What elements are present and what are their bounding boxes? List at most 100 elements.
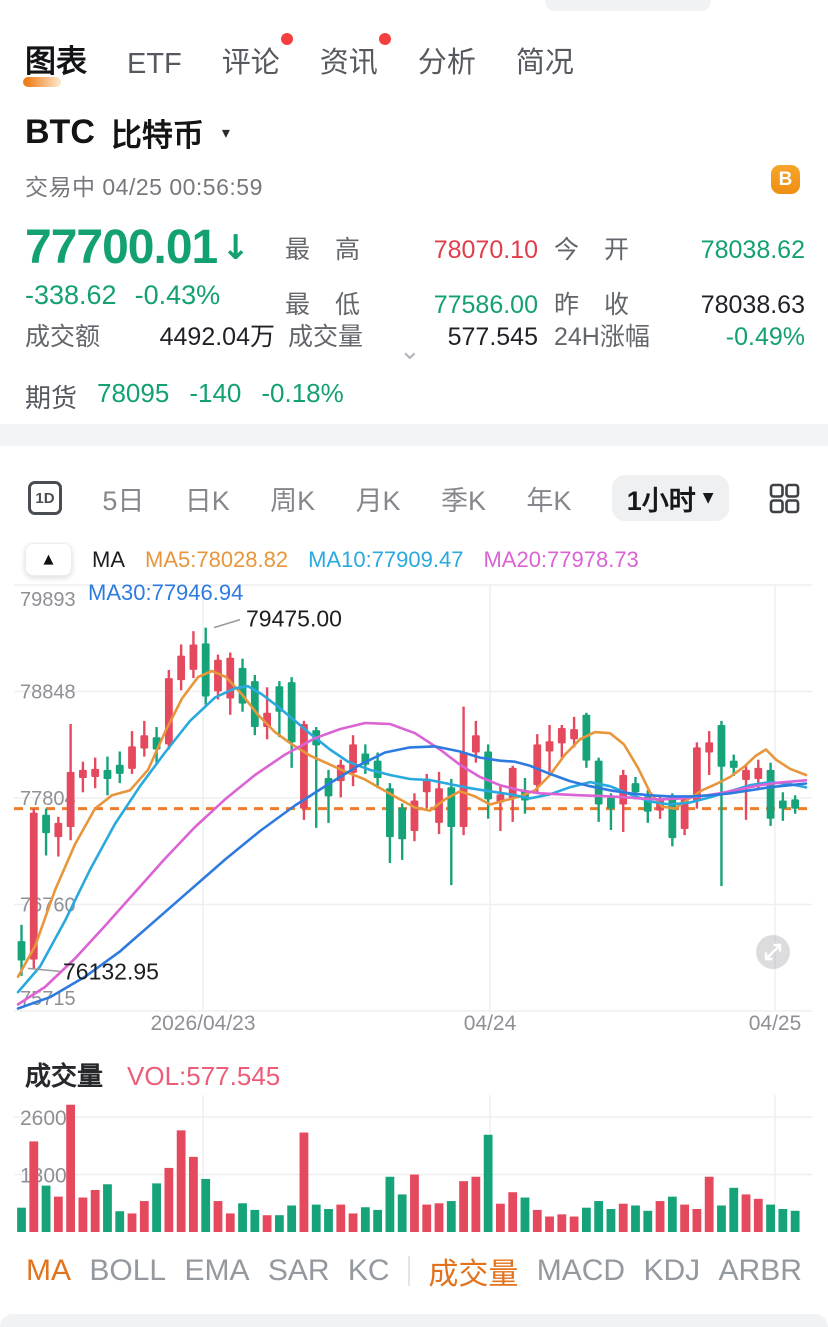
indicator-KDJ[interactable]: KDJ — [643, 1254, 701, 1287]
candle-body — [214, 659, 222, 692]
candle-body — [386, 788, 394, 838]
tab-资讯[interactable]: 资讯 — [320, 33, 391, 88]
candle-body — [66, 771, 75, 827]
next-card-edge — [0, 1314, 828, 1327]
volume-bar — [189, 1156, 198, 1232]
volume-bar — [459, 1181, 468, 1232]
period-weekly[interactable]: 周K — [270, 485, 316, 516]
status-label: 交易中 — [25, 174, 96, 200]
candle-body — [349, 744, 357, 773]
candle-body — [300, 723, 308, 809]
ma10-value: MA10:77909.47 — [308, 546, 464, 572]
candle-body — [754, 767, 763, 780]
volume-header: 成交量 VOL:577.545 — [25, 1056, 280, 1093]
stock-symbol: BTC — [25, 113, 95, 151]
volume-bar — [496, 1203, 505, 1232]
indicator-SAR[interactable]: SAR — [267, 1254, 330, 1287]
volume-bar — [324, 1209, 333, 1232]
indicator-tab-bar: MA BOLL EMA SAR KC 成交量 MACD KDJ ARBR — [0, 1240, 828, 1302]
volume-bar — [225, 1213, 235, 1232]
candle-body — [398, 807, 407, 840]
volume-chart-area: 2600 1300 — [0, 1095, 828, 1240]
stat-value: 77586.00 — [433, 291, 538, 319]
stock-header[interactable]: BTC 比特币 ▾ — [25, 110, 230, 155]
candle-body — [287, 682, 296, 743]
volume-bar — [557, 1214, 567, 1232]
candle-body — [778, 800, 787, 809]
ma30-line — [16, 745, 808, 1010]
x-axis-label: 04/25 — [749, 1012, 802, 1035]
stock-dropdown-caret-icon[interactable]: ▾ — [221, 123, 230, 142]
candle-body — [791, 799, 800, 809]
candle-body — [766, 769, 775, 819]
one-day-icon[interactable]: 1D — [28, 481, 62, 515]
period-monthly[interactable]: 月K — [355, 485, 401, 516]
volume-bar — [201, 1178, 211, 1232]
stat-label: 最 低 — [285, 291, 361, 319]
tab-图表[interactable]: 图表 — [23, 36, 87, 88]
tab-评论[interactable]: 评论 — [222, 33, 293, 88]
candle-body — [42, 814, 50, 834]
expand-chart-button[interactable] — [756, 935, 790, 969]
candle-body — [508, 767, 517, 799]
candle-body — [128, 746, 136, 769]
stat-row: 今 开 78038.62 — [554, 230, 805, 266]
indicator-BOLL[interactable]: BOLL — [89, 1254, 167, 1287]
volume-bar — [360, 1207, 370, 1232]
candle-body — [79, 769, 87, 779]
tab-ETF[interactable]: ETF — [127, 48, 182, 80]
volume-bar — [152, 1183, 161, 1232]
y-axis-label: 79893 — [20, 589, 76, 611]
period-selected-dropdown[interactable]: 1小时 ▼ — [611, 475, 729, 521]
volume-bar — [397, 1194, 407, 1232]
volume-bar — [618, 1203, 628, 1232]
indicator-MA[interactable]: MA — [26, 1254, 71, 1287]
candle-body — [582, 714, 591, 761]
volume-title: 成交量 — [25, 1061, 104, 1091]
candle-body — [189, 644, 198, 670]
volume-bar — [778, 1209, 788, 1232]
period-5d[interactable]: 5日 — [102, 485, 145, 516]
stat-row: 成交额 4492.04万 — [25, 317, 275, 353]
stat-row: 成交量 577.545 — [288, 317, 538, 353]
volume-bar — [29, 1141, 39, 1232]
grid-layout-icon[interactable] — [769, 483, 800, 514]
futures-change: -140 — [189, 378, 242, 408]
volume-bar — [606, 1209, 616, 1232]
volume-bar — [385, 1176, 395, 1232]
price-change: -338.62 — [25, 280, 117, 310]
volume-chart[interactable]: 2600 1300 — [0, 1095, 828, 1235]
candle-body — [680, 799, 689, 829]
stat-row: 24H涨幅 -0.49% — [554, 317, 805, 353]
price-down-arrow-icon: ↓ — [221, 227, 249, 268]
period-yearly[interactable]: 年K — [526, 485, 572, 516]
expand-stats-chevron-icon[interactable]: ⌄ — [399, 336, 421, 366]
tab-简况[interactable]: 简况 — [515, 47, 574, 79]
candle-body — [54, 822, 63, 838]
dropdown-caret-icon: ▼ — [702, 490, 714, 506]
ma5-value: MA5:78028.82 — [145, 546, 289, 572]
period-daily[interactable]: 日K — [184, 485, 230, 516]
stat-row: 最 低 77586.00 — [285, 285, 538, 321]
indicator-ARBR[interactable]: ARBR — [718, 1254, 802, 1287]
stat-label: 成交量 — [288, 323, 364, 351]
period-quarterly[interactable]: 季K — [440, 485, 486, 516]
futures-row[interactable]: 期货 78095 -140 -0.18% — [25, 378, 344, 415]
futures-change-pct: -0.18% — [261, 378, 344, 408]
volume-bar — [274, 1215, 284, 1232]
indicator-MACD[interactable]: MACD — [536, 1254, 626, 1287]
indicator-EMA[interactable]: EMA — [184, 1254, 250, 1287]
price-chart[interactable]: 798937884877804767607571579475.0076132.9… — [0, 580, 828, 1036]
high-annotation-line — [213, 618, 241, 629]
candle-body — [729, 760, 738, 768]
volume-bar — [115, 1211, 125, 1232]
indicator-成交量[interactable]: 成交量 — [428, 1258, 519, 1291]
indicator-KC[interactable]: KC — [347, 1254, 390, 1287]
tab-分析[interactable]: 分析 — [417, 47, 476, 79]
candle-body — [533, 744, 542, 786]
ma-panel-toggle[interactable]: ▲ — [25, 543, 72, 576]
volume-bar — [753, 1198, 763, 1232]
volume-bar — [139, 1201, 149, 1232]
volume-bar — [532, 1209, 542, 1232]
quote-panel: 77700.01 ↓ -338.62 -0.43% 最 高 78070.10 最 低… — [0, 220, 828, 385]
